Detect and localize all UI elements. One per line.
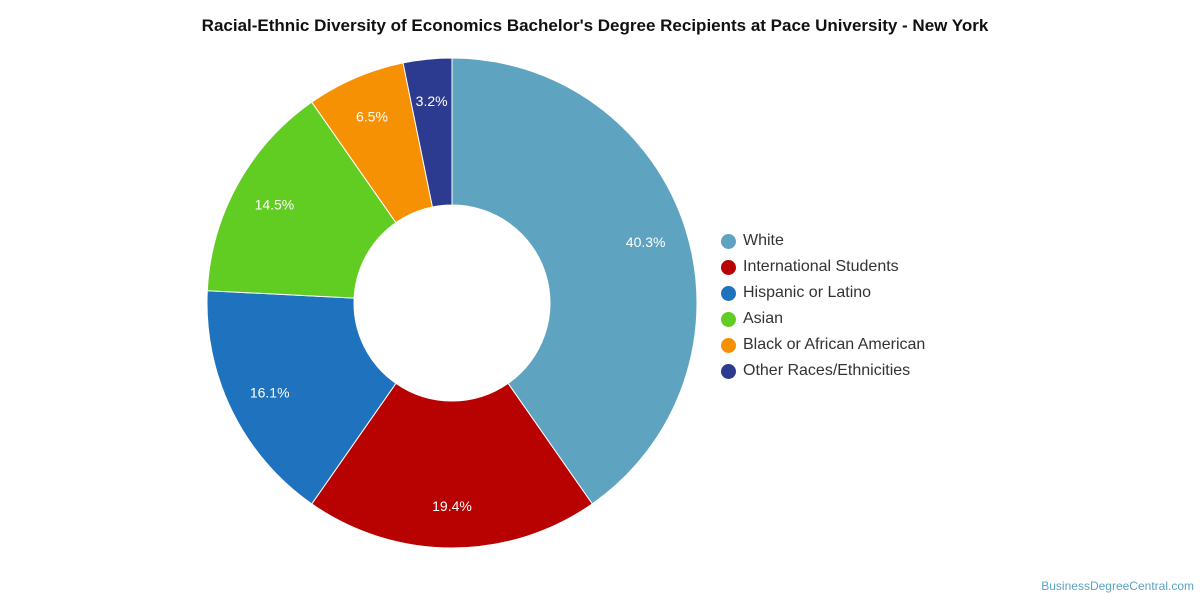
legend-label: International Students	[743, 258, 899, 275]
legend-swatch	[721, 363, 736, 379]
slice-hispanic-or-latino[interactable]	[206, 290, 397, 505]
legend-swatch	[721, 285, 736, 301]
legend-swatch	[721, 311, 736, 327]
slice-label-hispanic-or-latino: 16.1%	[250, 384, 290, 400]
legend-item-other-races-ethnicities[interactable]: Other Races/Ethnicities	[721, 358, 925, 384]
slice-white[interactable]	[451, 57, 698, 505]
slice-label-international-students: 19.4%	[432, 498, 472, 514]
slice-other-races-ethnicities[interactable]	[402, 57, 453, 208]
slice-label-asian: 14.5%	[255, 197, 295, 213]
legend-swatch	[721, 233, 736, 249]
legend-item-white[interactable]: White	[721, 228, 925, 254]
slice-asian[interactable]	[206, 101, 397, 299]
slice-international-students[interactable]	[311, 382, 593, 549]
legend-item-black-or-african-american[interactable]: Black or African American	[721, 332, 925, 358]
legend-swatch	[721, 337, 736, 353]
legend-item-asian[interactable]: Asian	[721, 306, 925, 332]
legend-label: Hispanic or Latino	[743, 284, 872, 301]
slice-label-black-or-african-american: 6.5%	[356, 108, 388, 124]
legend-item-hispanic-or-latino[interactable]: Hispanic or Latino	[721, 280, 925, 306]
slice-label-other-races-ethnicities: 3.2%	[416, 93, 448, 109]
legend-swatch	[721, 259, 736, 275]
legend-label: White	[743, 232, 784, 249]
donut-slices	[206, 57, 698, 549]
chart-title: Racial-Ethnic Diversity of Economics Bac…	[201, 16, 989, 35]
legend-item-international-students[interactable]: International Students	[721, 254, 925, 280]
slice-label-white: 40.3%	[626, 234, 666, 250]
slice-value-labels: 40.3% 19.4% 16.1% 14.5% 6.5% 3.2%	[250, 93, 666, 514]
chart-legend: White International Students Hispanic or L…	[721, 228, 925, 384]
legend-label: Other Races/Ethnicities	[743, 362, 911, 379]
legend-label: Asian	[743, 310, 784, 327]
source-credit: BusinessDegreeCentral.com	[1041, 579, 1194, 593]
legend-label: Black or African American	[743, 336, 926, 353]
